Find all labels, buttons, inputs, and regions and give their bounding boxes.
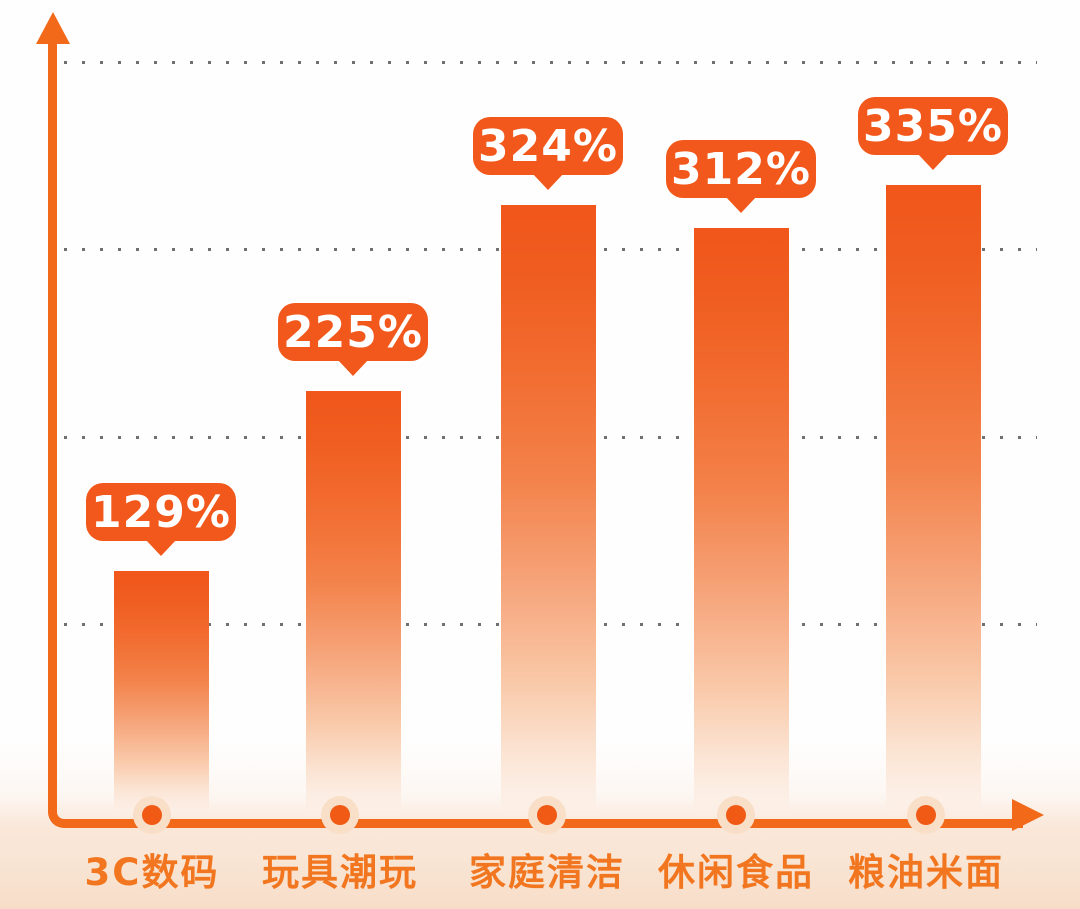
value-callout-text: 129% — [91, 486, 231, 538]
gridline — [64, 61, 1037, 65]
category-label: 3C数码 — [84, 851, 220, 894]
category-label: 家庭清洁 — [469, 851, 625, 894]
callout-tail-icon — [917, 153, 949, 170]
axis-dot-icon — [142, 805, 162, 825]
value-callout: 312% — [666, 140, 816, 213]
callout-tail-icon — [532, 173, 564, 190]
bar — [693, 228, 789, 812]
value-callout: 225% — [278, 303, 428, 376]
x-axis-arrow-icon — [1012, 799, 1044, 831]
value-callout-text: 312% — [671, 143, 811, 195]
value-callout-text: 324% — [478, 120, 618, 172]
y-axis-arrow-icon — [36, 12, 70, 44]
category-label: 玩具潮玩 — [262, 851, 418, 894]
bar — [500, 205, 596, 812]
bar — [113, 571, 209, 812]
callout-tail-icon — [725, 196, 757, 213]
value-callout: 324% — [473, 117, 623, 190]
axis-dot-icon — [537, 805, 557, 825]
callout-tail-icon — [337, 359, 369, 376]
value-callout-text: 225% — [283, 306, 423, 358]
axis-dot-icon — [330, 805, 350, 825]
category-label: 休闲食品 — [658, 851, 814, 894]
value-callout-text: 335% — [863, 100, 1003, 152]
category-label: 粮油米面 — [848, 851, 1004, 894]
value-callout: 129% — [86, 483, 236, 556]
callout-tail-icon — [145, 539, 177, 556]
axis-dot-icon — [916, 805, 936, 825]
axis-dot-icon — [726, 805, 746, 825]
value-callout: 335% — [858, 97, 1008, 170]
bar — [305, 391, 401, 812]
bar — [885, 185, 981, 812]
